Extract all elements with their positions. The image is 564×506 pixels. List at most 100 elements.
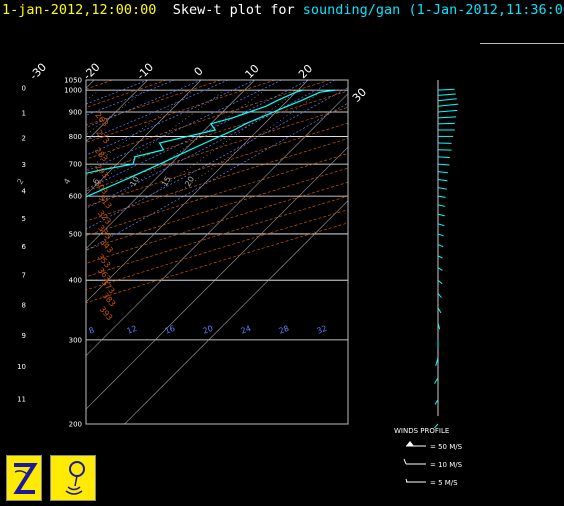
wind-barb	[437, 204, 446, 207]
dry-adiabat	[86, 90, 348, 176]
height-tick-1: 1	[22, 109, 26, 117]
temperature-trace	[86, 89, 336, 198]
height-tick-9: 9	[22, 332, 26, 340]
wind-barb	[437, 171, 448, 174]
theta-e-label-28: 28	[278, 324, 291, 336]
isotherm-line	[86, 80, 148, 143]
dry-adiabat	[86, 80, 276, 143]
isotherm-line	[86, 80, 309, 303]
dry-adiabat	[86, 153, 348, 236]
isotherm-line	[86, 80, 255, 250]
pressure-tick-800: 800	[69, 133, 82, 141]
wind-barb	[437, 163, 450, 166]
wind-barb	[437, 255, 443, 259]
pressure-tick-900: 900	[69, 108, 82, 116]
wind-barb	[437, 178, 448, 182]
wind-legend-pennant	[406, 441, 414, 446]
wind-barb	[437, 279, 443, 284]
pressure-tick-700: 700	[69, 161, 82, 169]
wind-legend-half-barb	[405, 478, 408, 483]
isotherm-line	[86, 146, 348, 410]
height-tick-11: 11	[17, 395, 26, 403]
wind-barb	[437, 267, 443, 271]
theta-label-293: 293	[93, 162, 110, 179]
dry-adiabat	[86, 195, 348, 278]
temp-tick--30: -30	[27, 61, 49, 83]
wind-legend-10: = 10 M/S	[430, 461, 463, 469]
winds-profile-title: WINDS PROFILE	[394, 427, 449, 435]
isotherm-line	[0, 80, 41, 424]
wind-barb	[437, 88, 455, 91]
balloon-logo-icon	[50, 455, 96, 501]
wind-barb	[435, 357, 439, 366]
dry-adiabat	[86, 80, 221, 126]
height-tick-5: 5	[22, 215, 26, 223]
dry-adiabat	[86, 209, 348, 291]
theta-e-label-16: 16	[164, 324, 177, 336]
wind-legend-5: = 5 M/S	[430, 479, 458, 487]
height-tick-4: 4	[22, 187, 27, 195]
height-tick-2: 2	[22, 135, 26, 143]
wind-barb	[437, 195, 446, 198]
sounding-link[interactable]: sounding/gan	[302, 2, 401, 18]
wind-barb	[437, 323, 441, 330]
wind-barb	[434, 423, 439, 429]
wind-barb	[437, 187, 448, 190]
temp-tick-20: 20	[296, 62, 315, 81]
pressure-tick-200: 200	[69, 421, 82, 429]
sounding-time-label: 1-jan-2012,12:00:00	[2, 2, 157, 18]
height-tick-6: 6	[22, 243, 27, 251]
temp-tick--10: -10	[134, 61, 156, 83]
moist-adiabat	[86, 80, 175, 116]
wind-barb	[437, 103, 459, 107]
sounding-launch-time: (1-Jan-2012,11:36:00)	[408, 2, 564, 18]
temp-tick-30: 30	[350, 86, 369, 105]
pressure-tick-1000: 1000	[64, 87, 82, 95]
wind-legend-full-barb	[403, 458, 407, 465]
top-rule	[480, 43, 564, 44]
title-bar: 1-jan-2012,12:00:00 Skew-t plot for soun…	[2, 2, 564, 18]
mixing-ratio-label-6: 6	[91, 177, 101, 186]
moist-adiabat	[86, 87, 348, 230]
theta-e-label-24: 24	[240, 324, 253, 336]
height-tick-7: 7	[22, 272, 26, 280]
isotherm-line	[86, 80, 202, 196]
moist-adiabat	[86, 80, 282, 172]
wind-barb	[437, 244, 444, 248]
wind-barb	[437, 233, 444, 237]
pressure-tick-600: 600	[69, 193, 82, 201]
wind-barb	[437, 93, 456, 96]
mixing-ratio-label-20: 20	[183, 175, 196, 188]
dry-adiabat	[86, 181, 348, 264]
moist-adiabat	[86, 102, 348, 252]
mixing-ratio-label-15: 15	[160, 175, 173, 188]
pressure-tick-500: 500	[69, 230, 82, 238]
height-tick-8: 8	[22, 301, 26, 309]
pressure-tick-300: 300	[69, 336, 82, 344]
pressure-tick-1050: 1050	[64, 77, 82, 85]
dry-adiabat	[86, 122, 348, 207]
moist-adiabat	[86, 80, 336, 209]
wind-barb	[437, 98, 457, 102]
wind-barb	[437, 307, 442, 314]
plot-label: Skew-t plot for	[172, 2, 295, 18]
theta-e-label-32: 32	[316, 324, 329, 336]
theta-label-263: 263	[93, 111, 110, 128]
theta-e-label-8: 8	[88, 326, 96, 336]
moist-adiabat	[86, 80, 148, 105]
theta-e-label-20: 20	[202, 324, 215, 336]
isotherm-line	[124, 200, 348, 424]
wind-barb	[437, 109, 458, 113]
temp-tick-0: 0	[192, 64, 206, 78]
dry-adiabat	[86, 80, 167, 108]
temp-tick-10: 10	[243, 62, 262, 81]
zebra-z-logo-icon	[6, 455, 42, 501]
theta-label-273: 273	[94, 128, 111, 145]
wind-barb	[437, 223, 445, 227]
wind-barb	[434, 377, 439, 384]
height-tick-3: 3	[22, 161, 26, 169]
mixing-ratio-line	[86, 89, 195, 171]
theta-label-283: 283	[93, 146, 110, 163]
dry-adiabat	[86, 167, 348, 251]
theta-e-label-12: 12	[126, 324, 139, 336]
